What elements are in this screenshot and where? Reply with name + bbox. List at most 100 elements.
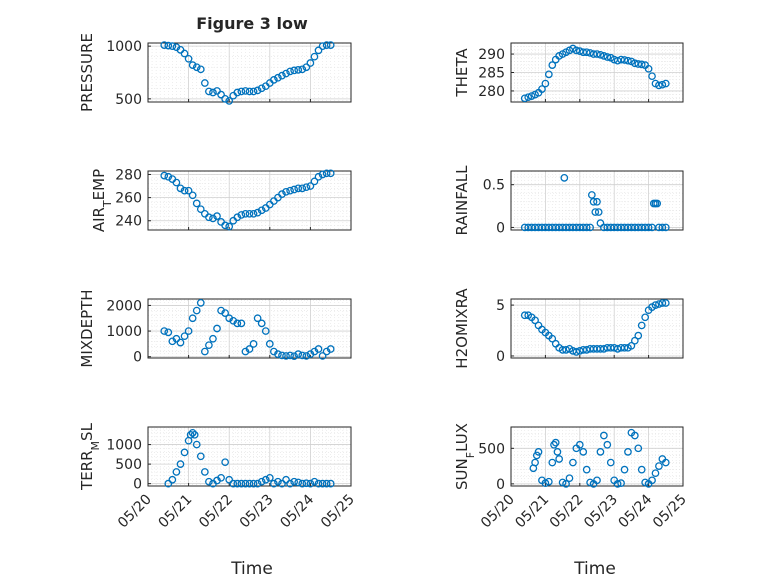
data-point (326, 169, 335, 178)
data-point (278, 479, 286, 488)
y-tick-label: 0 (496, 349, 505, 365)
y-tick-label: 1000 (106, 39, 142, 55)
data-point (229, 479, 238, 488)
data-point (541, 79, 550, 88)
data-point (641, 478, 650, 487)
data-point (164, 41, 173, 50)
data-point (274, 350, 282, 359)
y-axis-label: SUNFLUX (453, 423, 477, 490)
data-point (661, 79, 670, 88)
y-tick-label: 1000 (106, 324, 142, 340)
data-point (180, 448, 189, 457)
data-point (586, 478, 594, 487)
data-point (241, 209, 250, 218)
data-point (661, 299, 670, 307)
data-point (225, 475, 234, 484)
data-point (290, 477, 299, 486)
data-point (541, 479, 550, 488)
data-point (160, 327, 169, 335)
data-point (306, 59, 315, 67)
data-point (221, 94, 229, 103)
data-point (265, 340, 274, 348)
data-point (302, 63, 311, 72)
data-point (294, 184, 303, 193)
data-point (180, 186, 189, 195)
data-point (261, 475, 270, 484)
data-point (298, 65, 307, 74)
data-point (257, 319, 266, 328)
y-axis-label: H2OMIXRA (453, 288, 471, 369)
data-point (544, 477, 553, 486)
data-point (188, 429, 197, 437)
y-axis-label: THETA (453, 48, 471, 98)
data-point (587, 191, 596, 199)
data-point (188, 191, 197, 200)
data-point (613, 480, 622, 488)
data-point (196, 452, 205, 461)
data-point (176, 338, 185, 347)
data-point (630, 336, 639, 345)
data-point (589, 197, 598, 206)
data-point (282, 475, 290, 484)
x-tick-label: 05/23 (581, 492, 621, 532)
data-point (200, 468, 209, 476)
data-point (278, 71, 286, 80)
data-point (186, 430, 195, 439)
data-point (200, 347, 209, 356)
data-point (600, 431, 608, 440)
data-point (548, 458, 557, 467)
data-point (249, 87, 258, 96)
data-point (237, 479, 246, 488)
data-point (594, 208, 603, 216)
y-axis-label: RAINFALL (453, 165, 471, 236)
data-point (569, 458, 577, 467)
y-tick-label: 0.5 (483, 178, 505, 194)
y-axis-label: AIRTEMP (90, 169, 114, 232)
data-point (249, 209, 258, 218)
data-point (184, 327, 193, 335)
axes-box (147, 42, 352, 103)
data-point (221, 309, 229, 317)
data-point (205, 341, 213, 350)
x-tick-label: 05/20 (478, 492, 518, 532)
data-point (620, 343, 629, 352)
data-point (249, 479, 258, 488)
data-point (298, 351, 307, 360)
x-tick-label: 05/20 (115, 492, 155, 532)
data-point (582, 223, 591, 232)
data-point (548, 61, 557, 69)
data-point (582, 465, 591, 474)
data-point (534, 448, 543, 456)
data-point (290, 66, 299, 75)
data-point (160, 41, 169, 49)
data-point (274, 477, 282, 486)
data-point (241, 479, 250, 488)
data-point (164, 328, 173, 337)
x-axis-label-right: Time (573, 559, 616, 579)
data-point (553, 448, 562, 456)
data-point (282, 352, 290, 360)
data-point (318, 42, 327, 51)
data-point (641, 313, 650, 322)
data-point (306, 479, 315, 488)
data-point (188, 314, 197, 323)
data-point (217, 473, 225, 482)
data-point (184, 186, 193, 195)
data-point (582, 48, 591, 57)
y-tick-label: 280 (115, 167, 142, 183)
data-point (172, 334, 181, 343)
data-point (290, 185, 299, 194)
data-point (603, 440, 612, 449)
data-point (562, 480, 570, 488)
data-point (298, 479, 307, 488)
data-point (314, 479, 323, 488)
axes-box (510, 298, 684, 359)
data-point (233, 88, 242, 97)
data-point (637, 465, 646, 474)
y-tick-label: 2000 (106, 298, 142, 314)
data-point (310, 177, 319, 186)
y-tick-label: 500 (115, 92, 142, 108)
data-point (168, 42, 177, 51)
data-point (644, 64, 653, 73)
